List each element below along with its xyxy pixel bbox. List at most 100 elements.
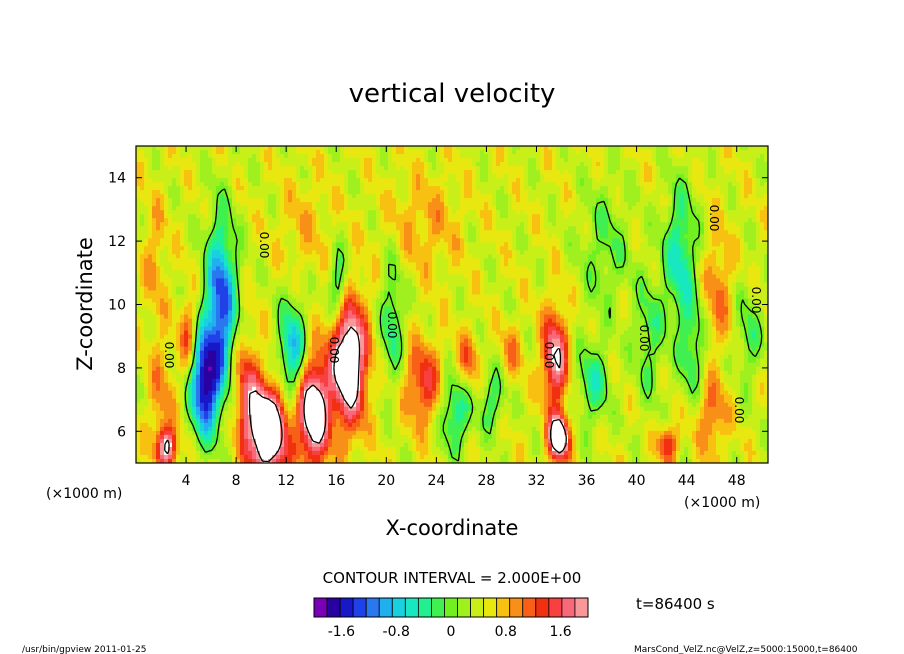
heatmap-cell [400, 162, 405, 167]
heatmap-cell [720, 230, 725, 235]
heatmap-cell [500, 254, 505, 259]
heatmap-cell [552, 190, 557, 195]
heatmap-cell [372, 214, 377, 219]
heatmap-cell [512, 170, 517, 175]
heatmap-cell [260, 254, 265, 259]
heatmap-cell [504, 198, 509, 203]
heatmap-cell [280, 262, 285, 267]
heatmap-cell [268, 258, 273, 263]
heatmap-cell [268, 214, 273, 219]
heatmap-cell [220, 182, 225, 187]
heatmap-cell [728, 250, 733, 255]
heatmap-cell [488, 218, 493, 223]
heatmap-cell [196, 266, 201, 271]
heatmap-cell [528, 194, 533, 199]
heatmap-cell [404, 178, 409, 183]
heatmap-cell [756, 250, 761, 255]
heatmap-cell [752, 218, 757, 223]
heatmap-cell [140, 258, 145, 263]
heatmap-cell [560, 214, 565, 219]
heatmap-cell [756, 230, 761, 235]
heatmap-cell [196, 202, 201, 207]
heatmap-cell [356, 194, 361, 199]
heatmap-cell [264, 146, 269, 151]
heatmap-cell [144, 182, 149, 187]
heatmap-cell [408, 202, 413, 207]
heatmap-cell [348, 154, 353, 159]
heatmap-cell [592, 206, 597, 211]
heatmap-cell [716, 190, 721, 195]
heatmap-cell [700, 178, 705, 183]
heatmap-cell [752, 162, 757, 167]
heatmap-cell [744, 166, 749, 171]
heatmap-cell [724, 238, 729, 243]
heatmap-cell [308, 246, 313, 251]
heatmap-cell [612, 146, 617, 151]
heatmap-cell [152, 174, 157, 179]
heatmap-cell [264, 190, 269, 195]
heatmap-cell [460, 210, 465, 215]
heatmap-cell [164, 198, 169, 203]
heatmap-cell [572, 250, 577, 255]
heatmap-cell [716, 258, 721, 263]
heatmap-cell [288, 254, 293, 259]
heatmap-cell [752, 262, 757, 267]
heatmap-cell [396, 202, 401, 207]
heatmap-cell [560, 190, 565, 195]
heatmap-cell [636, 198, 641, 203]
heatmap-cell [548, 158, 553, 163]
heatmap-cell [456, 190, 461, 195]
heatmap-cell [540, 262, 545, 267]
heatmap-cell [584, 246, 589, 251]
heatmap-cell [480, 158, 485, 163]
heatmap-cell [204, 246, 209, 251]
heatmap-cell [248, 206, 253, 211]
heatmap-cell [524, 266, 529, 271]
heatmap-cell [524, 206, 529, 211]
heatmap-cell [408, 162, 413, 167]
heatmap-cell [556, 162, 561, 167]
heatmap-cell [724, 190, 729, 195]
heatmap-cell [508, 174, 513, 179]
heatmap-cell [604, 266, 609, 271]
heatmap-cell [224, 258, 229, 263]
heatmap-cell [724, 170, 729, 175]
heatmap-cell [308, 250, 313, 255]
heatmap-cell [460, 154, 465, 159]
heatmap-cell [620, 246, 625, 251]
heatmap-cell [580, 158, 585, 163]
heatmap-cell [716, 226, 721, 231]
heatmap-cell [380, 254, 385, 259]
heatmap-cell [164, 202, 169, 207]
heatmap-cell [284, 158, 289, 163]
heatmap-cell [532, 230, 537, 235]
heatmap-cell [264, 214, 269, 219]
heatmap-cell [744, 230, 749, 235]
heatmap-cell [708, 158, 713, 163]
heatmap-cell [628, 242, 633, 247]
heatmap-cell [380, 158, 385, 163]
heatmap-cell [512, 222, 517, 227]
heatmap-cell [552, 266, 557, 271]
heatmap-cell [744, 170, 749, 175]
heatmap-cell [172, 222, 177, 227]
heatmap-cell [152, 154, 157, 159]
heatmap-cell [652, 242, 657, 247]
heatmap-cell [672, 226, 677, 231]
heatmap-cell [284, 154, 289, 159]
heatmap-cell [260, 218, 265, 223]
heatmap-cell [708, 190, 713, 195]
heatmap-cell [236, 170, 241, 175]
heatmap-cell [192, 206, 197, 211]
heatmap-cell [156, 250, 161, 255]
heatmap-cell [452, 210, 457, 215]
heatmap-cell [296, 162, 301, 167]
heatmap-cell [308, 178, 313, 183]
heatmap-cell [276, 254, 281, 259]
heatmap-cell [420, 258, 425, 263]
heatmap-cell [636, 210, 641, 215]
heatmap-cell [464, 222, 469, 227]
heatmap-cell [764, 178, 768, 183]
heatmap-cell [716, 170, 721, 175]
heatmap-cell [276, 150, 281, 155]
